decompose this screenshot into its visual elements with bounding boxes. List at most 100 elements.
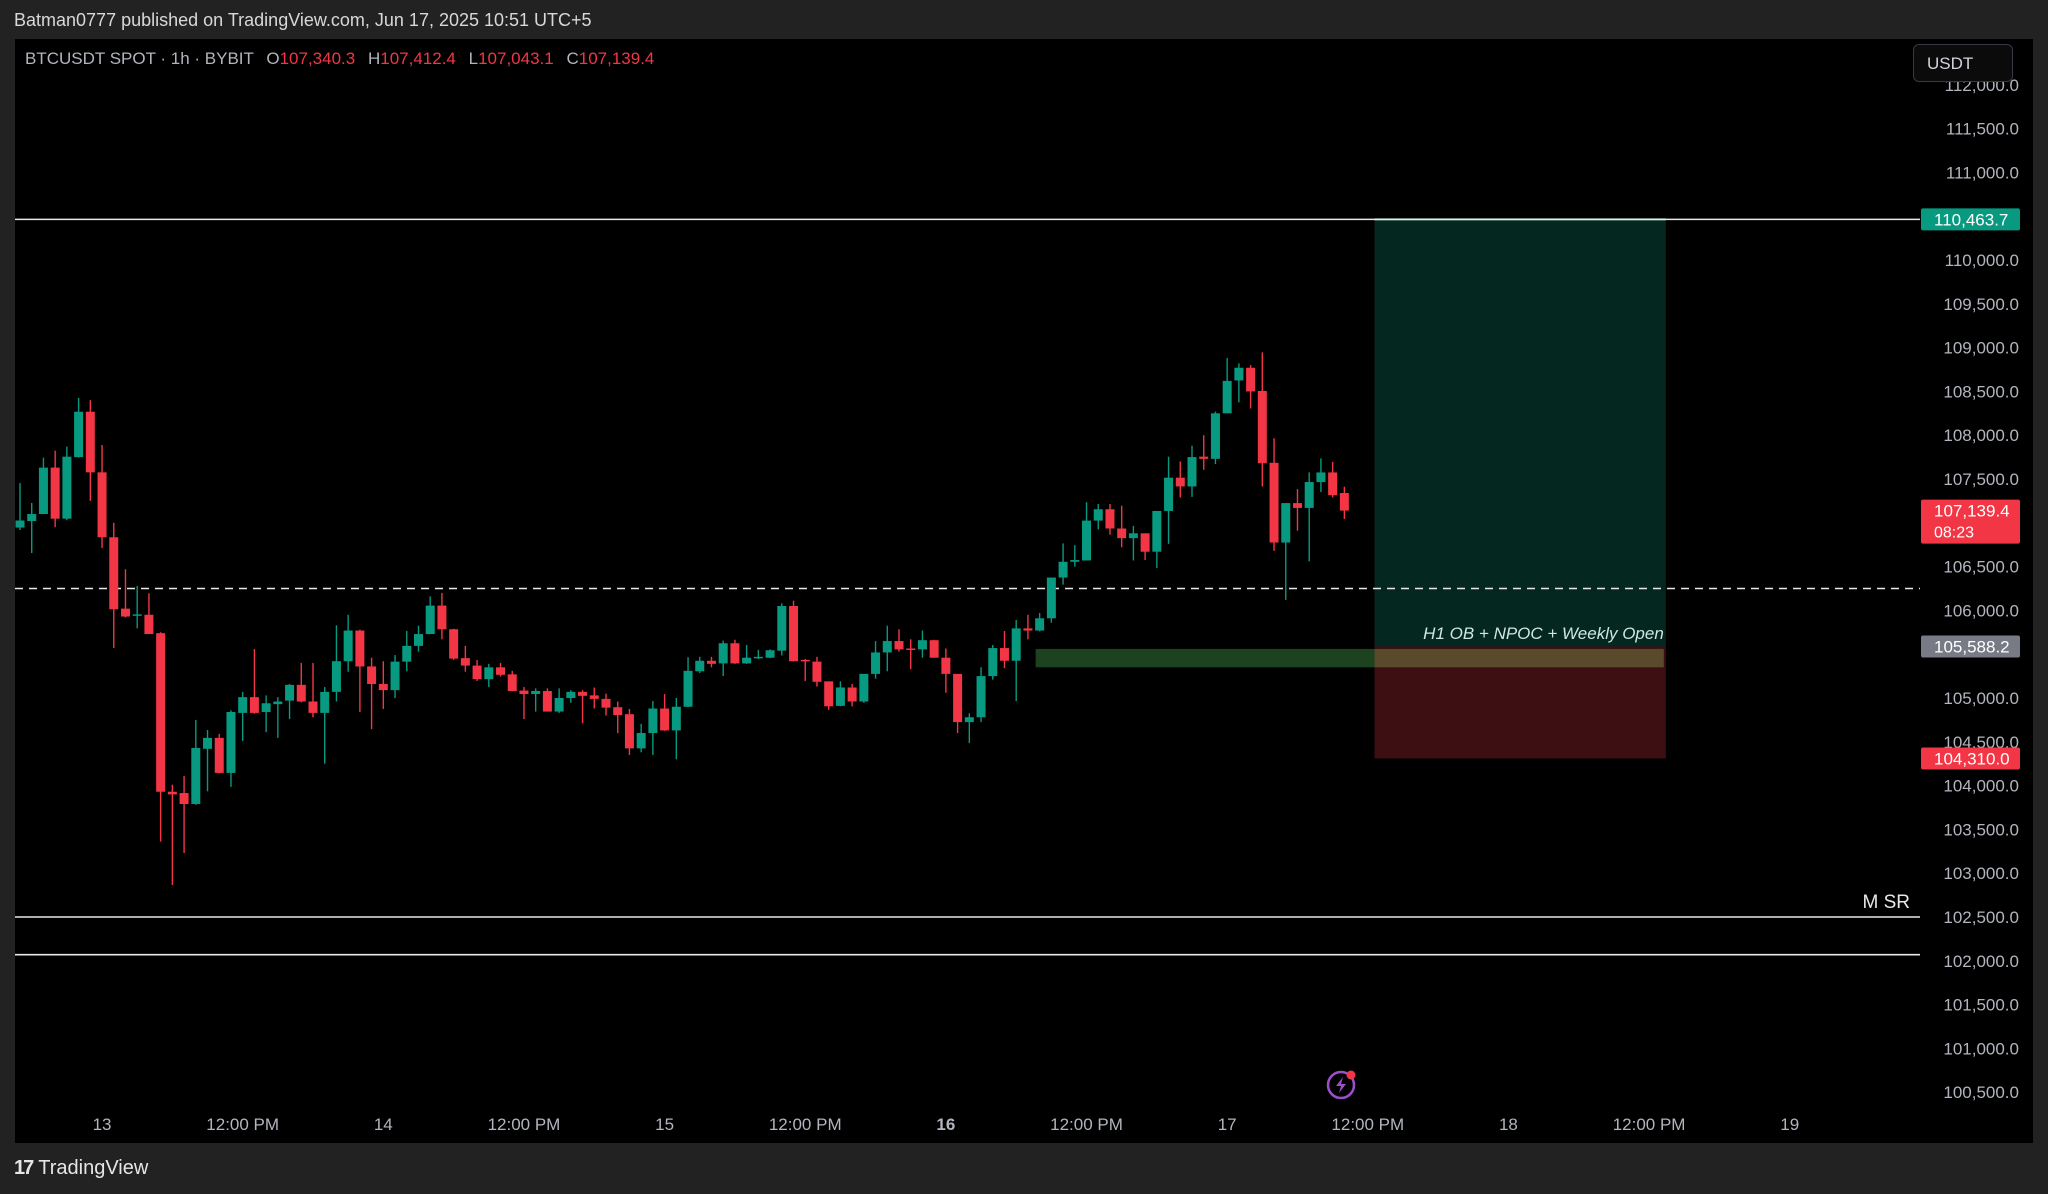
candle-body[interactable] <box>296 684 306 702</box>
candle-body[interactable] <box>624 714 634 749</box>
candle-body[interactable] <box>1152 510 1162 552</box>
candle-body[interactable] <box>1292 503 1302 508</box>
candle-body[interactable] <box>1082 520 1092 561</box>
candle-body[interactable] <box>953 673 963 723</box>
candle-body[interactable] <box>27 514 37 522</box>
candle-body[interactable] <box>1187 457 1197 487</box>
candle-body[interactable] <box>331 661 341 692</box>
candle-body[interactable] <box>38 467 48 515</box>
candle-body[interactable] <box>226 712 236 773</box>
candle-body[interactable] <box>894 641 904 650</box>
candle-body[interactable] <box>648 708 658 734</box>
chart-panel[interactable]: H1 OB + NPOC + Weekly Open M SR 112,000.0 1… <box>15 39 2033 1143</box>
candle-body[interactable] <box>765 650 775 658</box>
candle-body[interactable] <box>1269 462 1279 543</box>
candle-body[interactable] <box>320 691 330 713</box>
candle-body[interactable] <box>730 643 740 664</box>
candle-body[interactable] <box>613 707 623 716</box>
candle-body[interactable] <box>1058 561 1068 578</box>
candle-body[interactable] <box>847 687 857 702</box>
candle-body[interactable] <box>1304 482 1314 508</box>
candle-body[interactable] <box>413 634 423 646</box>
candle-body[interactable] <box>554 698 564 712</box>
candle-body[interactable] <box>988 648 998 677</box>
candle-body[interactable] <box>812 661 822 682</box>
candle-body[interactable] <box>1222 380 1232 414</box>
candle-body[interactable] <box>542 690 552 712</box>
candle-body[interactable] <box>390 661 400 691</box>
candle-body[interactable] <box>308 701 318 713</box>
candle-body[interactable] <box>1117 528 1127 539</box>
candle-body[interactable] <box>167 791 177 795</box>
candle-body[interactable] <box>1281 503 1291 543</box>
candle-body[interactable] <box>1140 533 1150 552</box>
candle-body[interactable] <box>367 666 377 684</box>
candle-body[interactable] <box>683 670 693 707</box>
candle-body[interactable] <box>800 659 810 662</box>
candle-body[interactable] <box>1234 367 1244 381</box>
candle-body[interactable] <box>929 640 939 658</box>
candle-body[interactable] <box>882 641 892 653</box>
candle-body[interactable] <box>871 652 881 674</box>
candle-body[interactable] <box>285 684 295 701</box>
candle-body[interactable] <box>1328 472 1338 496</box>
target-zone[interactable] <box>1374 219 1666 647</box>
candle-body[interactable] <box>1246 367 1256 392</box>
candle-body[interactable] <box>132 614 142 616</box>
candle-body[interactable] <box>824 681 834 707</box>
candle-body[interactable] <box>273 701 283 705</box>
candle-body[interactable] <box>62 456 72 519</box>
candle-body[interactable] <box>999 648 1009 661</box>
candle-body[interactable] <box>1210 413 1220 459</box>
candle-body[interactable] <box>402 645 412 662</box>
candle-body[interactable] <box>789 606 799 662</box>
candle-body[interactable] <box>753 656 763 659</box>
candle-body[interactable] <box>214 737 224 773</box>
candle-body[interactable] <box>472 665 482 680</box>
candle-body[interactable] <box>1011 628 1021 661</box>
lightning-icon[interactable] <box>1326 1070 1356 1100</box>
candle-body[interactable] <box>120 608 130 617</box>
candle-body[interactable] <box>718 643 728 664</box>
candle-body[interactable] <box>1046 577 1056 619</box>
candle-body[interactable] <box>859 673 869 702</box>
tradingview-logo[interactable]: 17 TradingView <box>14 1157 148 1180</box>
symbol-title[interactable]: BTCUSDT SPOT · 1h · BYBIT <box>25 49 254 68</box>
candle-body[interactable] <box>1175 477 1185 487</box>
candle-body[interactable] <box>191 747 201 804</box>
candle-body[interactable] <box>496 667 506 675</box>
candle-body[interactable] <box>507 674 517 691</box>
candle-body[interactable] <box>636 733 646 749</box>
candle-body[interactable] <box>601 698 611 708</box>
candle-body[interactable] <box>144 614 154 635</box>
candle-body[interactable] <box>97 472 107 538</box>
candle-body[interactable] <box>589 695 599 699</box>
candle-body[interactable] <box>531 690 541 695</box>
candle-body[interactable] <box>695 660 705 672</box>
candle-body[interactable] <box>109 537 119 610</box>
candle-body[interactable] <box>249 697 259 713</box>
candle-body[interactable] <box>460 658 470 666</box>
candle-body[interactable] <box>15 520 25 528</box>
candle-body[interactable] <box>1339 492 1349 511</box>
candle-body[interactable] <box>437 605 447 630</box>
candle-body[interactable] <box>203 737 213 749</box>
currency-button[interactable]: USDT <box>1913 44 2013 82</box>
candle-body[interactable] <box>1023 628 1033 631</box>
candle-body[interactable] <box>671 706 681 731</box>
candle-body[interactable] <box>1035 618 1045 631</box>
candle-body[interactable] <box>742 657 752 664</box>
candle-body[interactable] <box>906 648 916 651</box>
ob-zone[interactable] <box>1035 648 1375 668</box>
candle-body[interactable] <box>777 606 787 651</box>
candle-body[interactable] <box>1128 533 1138 539</box>
candle-body[interactable] <box>519 690 529 695</box>
candle-body[interactable] <box>964 717 974 723</box>
candle-body[interactable] <box>378 683 388 691</box>
candle-body[interactable] <box>660 708 670 731</box>
candle-body[interactable] <box>85 411 95 473</box>
candle-body[interactable] <box>1316 472 1326 483</box>
candle-body[interactable] <box>976 676 986 718</box>
candle-body[interactable] <box>917 640 927 650</box>
